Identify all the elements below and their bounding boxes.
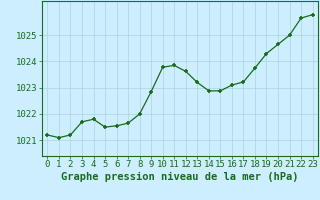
X-axis label: Graphe pression niveau de la mer (hPa): Graphe pression niveau de la mer (hPa) <box>61 172 299 182</box>
